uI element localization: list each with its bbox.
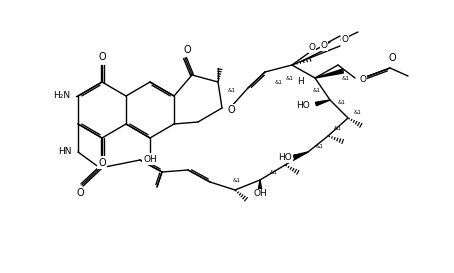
Text: &1: &1 <box>286 76 294 81</box>
Text: O: O <box>359 76 366 85</box>
Polygon shape <box>293 152 308 159</box>
Text: &1: &1 <box>313 88 321 93</box>
Text: &1: &1 <box>228 88 236 93</box>
Text: &1: &1 <box>334 126 342 130</box>
Text: &1: &1 <box>233 177 241 182</box>
Text: O: O <box>388 53 396 63</box>
Text: HN: HN <box>59 147 72 156</box>
Text: O: O <box>321 41 327 51</box>
Text: H₂N: H₂N <box>53 91 70 100</box>
Text: OH: OH <box>253 189 267 198</box>
Text: &1: &1 <box>270 170 278 174</box>
Text: &1: &1 <box>338 99 346 105</box>
Text: &1: &1 <box>354 109 362 114</box>
Text: &1: &1 <box>316 144 324 149</box>
Text: O: O <box>98 52 106 62</box>
Text: HO: HO <box>278 153 292 162</box>
Text: O: O <box>183 45 191 55</box>
Polygon shape <box>315 69 344 78</box>
Text: &1: &1 <box>275 79 283 85</box>
Text: O: O <box>341 35 349 44</box>
Text: H: H <box>298 78 304 87</box>
Text: O: O <box>98 158 106 168</box>
Text: O: O <box>76 188 84 198</box>
Text: O: O <box>227 105 235 115</box>
Polygon shape <box>316 100 330 106</box>
Text: &1: &1 <box>342 76 350 82</box>
Text: &1: &1 <box>293 155 301 159</box>
Polygon shape <box>258 180 262 190</box>
Text: HO: HO <box>296 100 310 109</box>
Text: O: O <box>309 43 316 52</box>
Text: OH: OH <box>143 156 157 165</box>
